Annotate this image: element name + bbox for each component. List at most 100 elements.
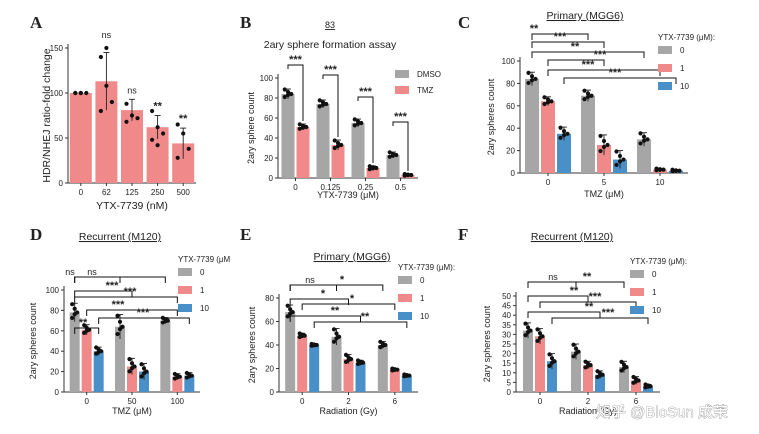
data-point xyxy=(571,342,576,347)
chart-subtitle: 83 xyxy=(325,20,335,30)
data-point xyxy=(589,93,594,98)
data-point xyxy=(155,143,160,148)
data-point xyxy=(404,373,409,378)
data-point xyxy=(645,137,650,142)
data-point xyxy=(115,331,120,337)
data-point xyxy=(621,366,627,371)
data-point xyxy=(558,125,563,130)
y-tick-label: 100 xyxy=(50,89,64,98)
bar xyxy=(619,367,629,392)
data-point xyxy=(601,138,607,144)
bar xyxy=(184,375,195,392)
data-point xyxy=(619,359,624,364)
significance-label: * xyxy=(340,274,345,286)
data-point xyxy=(641,138,647,143)
data-point xyxy=(657,167,663,172)
data-point xyxy=(561,133,567,138)
data-point xyxy=(129,366,135,371)
data-point xyxy=(343,352,349,357)
panel-letter: E xyxy=(240,225,251,244)
bar xyxy=(557,133,571,173)
significance-label: ** xyxy=(79,317,88,329)
comparison-bracket xyxy=(527,311,601,318)
significance-label: * xyxy=(350,293,355,305)
y-tick-label: 0 xyxy=(507,388,512,397)
data-point xyxy=(529,78,535,83)
bar xyxy=(172,143,195,183)
data-point xyxy=(141,366,147,371)
data-point xyxy=(332,145,337,151)
legend-entry: 0 xyxy=(420,276,425,285)
comparison-bracket xyxy=(98,317,190,324)
data-point xyxy=(141,371,147,376)
data-point xyxy=(320,102,326,107)
significance-label: ** xyxy=(571,41,580,53)
data-point xyxy=(614,149,619,154)
legend-swatch xyxy=(398,312,412,320)
bar xyxy=(95,81,118,183)
significance-label: ** xyxy=(153,101,162,113)
legend-swatch xyxy=(395,86,409,94)
x-tick-label: 0 xyxy=(293,183,298,192)
y-tick-label: 40 xyxy=(50,347,59,356)
significance-label: *** xyxy=(324,64,338,76)
data-point xyxy=(585,363,591,368)
significance-label: ns xyxy=(102,30,112,40)
data-point xyxy=(317,104,322,109)
data-point xyxy=(585,94,591,99)
x-tick-label: 6 xyxy=(634,397,639,406)
data-point xyxy=(115,313,120,318)
data-point xyxy=(285,89,291,95)
y-tick-label: 5 xyxy=(507,378,512,387)
data-point xyxy=(645,384,651,389)
data-point xyxy=(129,113,135,118)
bar xyxy=(309,345,320,392)
legend-title: YTX-7739 (μM): xyxy=(658,33,715,42)
data-point xyxy=(288,311,293,316)
data-point xyxy=(297,331,302,336)
comparison-bracket xyxy=(74,276,166,283)
data-point xyxy=(129,361,135,366)
y-tick-label: 30 xyxy=(502,330,511,339)
y-tick-label: 0 xyxy=(511,169,516,178)
x-tick-label: 0.25 xyxy=(358,183,374,192)
x-tick-label: 0.5 xyxy=(395,183,407,192)
legend-swatch xyxy=(398,294,412,302)
data-point xyxy=(614,162,619,168)
data-point xyxy=(654,166,659,171)
data-point xyxy=(317,98,322,103)
legend-swatch xyxy=(658,46,672,54)
y-tick-label: 20 xyxy=(264,154,273,163)
data-point xyxy=(378,339,383,344)
data-point xyxy=(150,137,155,142)
y-tick-label: 0 xyxy=(270,388,275,397)
data-point xyxy=(175,375,180,380)
legend-swatch xyxy=(178,286,192,294)
x-tick-label: 2 xyxy=(346,397,351,406)
significance-label: *** xyxy=(137,307,151,319)
legend-swatch xyxy=(658,64,672,72)
bar xyxy=(281,94,295,178)
bar xyxy=(69,312,80,392)
legend-swatch xyxy=(630,270,644,278)
data-point xyxy=(84,90,89,96)
data-point xyxy=(288,307,293,312)
y-tick-label: 100 xyxy=(260,74,274,83)
data-point xyxy=(181,131,186,136)
data-point xyxy=(549,356,555,361)
data-point xyxy=(300,125,306,130)
data-point xyxy=(304,124,309,130)
significance-label: ** xyxy=(530,23,539,35)
x-axis-label: TMZ (μM) xyxy=(112,406,152,416)
data-point xyxy=(370,166,376,171)
significance-bracket xyxy=(322,74,339,137)
data-point xyxy=(352,123,357,128)
y-tick-label: 10 xyxy=(502,369,511,378)
y-tick-label: 25 xyxy=(502,340,511,349)
bar xyxy=(523,330,533,392)
x-tick-label: 10 xyxy=(656,178,665,187)
y-tick-label: 60 xyxy=(265,318,274,327)
bar xyxy=(386,155,400,178)
chart-title: 2ary sphere formation assay xyxy=(264,39,397,51)
